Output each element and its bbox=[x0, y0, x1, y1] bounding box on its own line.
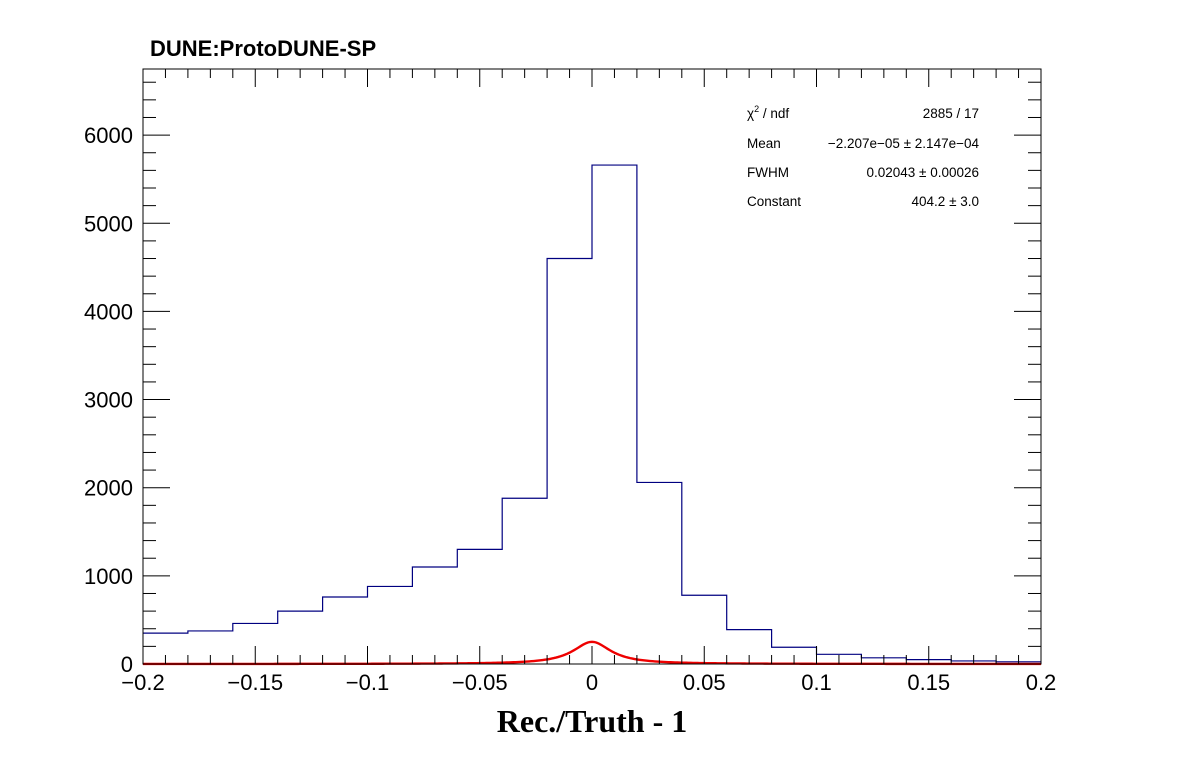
histogram-bin bbox=[592, 165, 637, 664]
x-tick-label: 0.15 bbox=[907, 670, 950, 695]
stat-label-constant: Constant bbox=[747, 194, 801, 209]
y-tick-label: 2000 bbox=[84, 476, 133, 501]
x-tick-label: −0.05 bbox=[452, 670, 508, 695]
axes: −0.2 −0.15 −0.1 −0.05 0 0.05 0.1 0.15 0.2 0 1000 20… bbox=[84, 68, 1057, 695]
y-tick-label: 6000 bbox=[84, 123, 133, 148]
y-tick-label: 4000 bbox=[84, 299, 133, 324]
y-tick-label: 1000 bbox=[84, 564, 133, 589]
chart-title: DUNE:ProtoDUNE-SP bbox=[150, 36, 376, 61]
x-tick-label: 0.2 bbox=[1026, 670, 1057, 695]
histogram-bin bbox=[547, 259, 592, 664]
stat-value-constant: 404.2 ± 3.0 bbox=[912, 194, 979, 209]
histogram-bin bbox=[368, 586, 413, 664]
x-tick-label: 0.05 bbox=[683, 670, 726, 695]
histogram-bin bbox=[323, 597, 368, 664]
y-tick-label: 5000 bbox=[84, 211, 133, 236]
x-tick-label: 0 bbox=[586, 670, 598, 695]
stat-label-chi2: χ2 / ndf bbox=[747, 104, 789, 121]
stats-box: χ2 / ndf 2885 / 17 Mean −2.207e−05 ± 2.1… bbox=[747, 104, 979, 209]
y-tick-label: 3000 bbox=[84, 388, 133, 413]
x-tick-label: −0.15 bbox=[227, 670, 283, 695]
plot-marks bbox=[143, 164, 1041, 666]
x-tick-label: −0.2 bbox=[121, 670, 164, 695]
histogram-bin bbox=[502, 498, 547, 664]
x-axis-label: Rec./Truth - 1 bbox=[497, 703, 687, 739]
x-tick-label: −0.1 bbox=[346, 670, 389, 695]
x-tick-label: 0.1 bbox=[801, 670, 832, 695]
histogram-bin bbox=[412, 567, 457, 664]
stat-value-mean: −2.207e−05 ± 2.147e−04 bbox=[828, 136, 980, 151]
stat-value-chi2: 2885 / 17 bbox=[923, 106, 979, 121]
histogram-bin bbox=[637, 482, 682, 664]
stat-label-mean: Mean bbox=[747, 136, 781, 151]
stat-value-fwhm: 0.02043 ± 0.00026 bbox=[866, 165, 979, 180]
stat-label-fwhm: FWHM bbox=[747, 165, 789, 180]
y-tick-label: 0 bbox=[121, 652, 133, 677]
